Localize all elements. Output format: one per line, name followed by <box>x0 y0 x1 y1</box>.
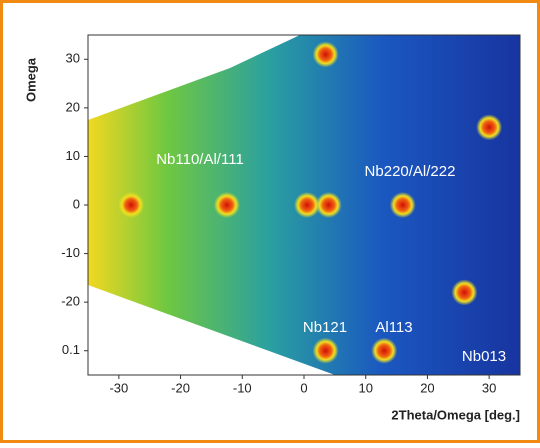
y-tick-label: 10 <box>66 148 80 163</box>
y-tick-label: 0.1 <box>62 342 80 357</box>
peak <box>312 337 339 364</box>
y-tick-label: -10 <box>61 245 80 260</box>
y-tick-label: 30 <box>66 51 80 66</box>
annotation: Nb013 <box>462 348 506 365</box>
peak <box>312 41 339 68</box>
peak <box>315 192 342 218</box>
y-axis-title: Omega <box>23 57 38 102</box>
peak <box>451 279 478 306</box>
x-tick-label: -30 <box>109 380 128 395</box>
x-tick-label: -20 <box>171 380 190 395</box>
x-tick-label: 10 <box>358 380 372 395</box>
peak <box>371 337 398 364</box>
annotation: Nb110/Al/111 <box>156 151 244 168</box>
x-axis-title: 2Theta/Omega [deg.] <box>391 407 520 422</box>
plot-area <box>118 41 503 364</box>
annotation: Nb220/Al/222 <box>365 163 456 180</box>
x-tick-label: 20 <box>420 380 434 395</box>
y-tick-label: -20 <box>61 294 80 309</box>
peak <box>213 192 240 218</box>
annotation: Nb121 <box>303 319 347 336</box>
peak <box>294 192 321 218</box>
x-tick-label: 0 <box>300 380 307 395</box>
y-tick-label: 0 <box>73 196 80 211</box>
peak <box>118 192 145 218</box>
peak <box>389 192 416 218</box>
peak <box>476 114 503 141</box>
x-tick-label: -10 <box>233 380 252 395</box>
x-tick-label: 30 <box>482 380 496 395</box>
y-tick-label: 20 <box>66 99 80 114</box>
annotation: Al113 <box>375 319 412 336</box>
